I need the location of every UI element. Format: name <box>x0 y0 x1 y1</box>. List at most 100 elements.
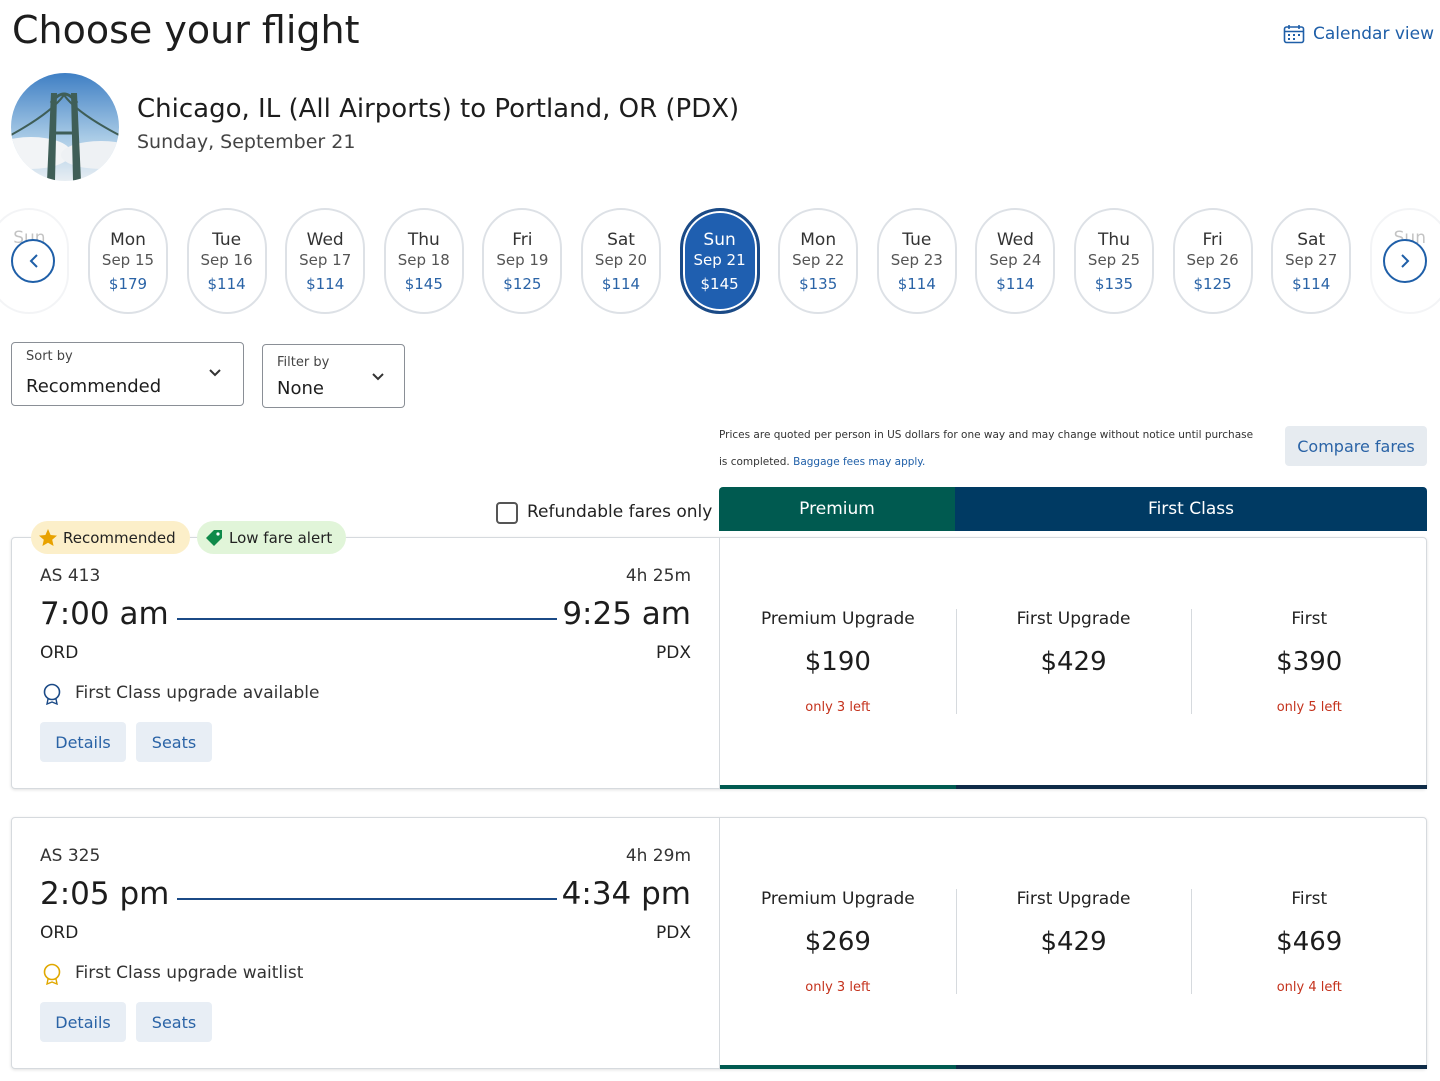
date-pill[interactable]: Fri Sep 19 $125 <box>482 208 563 314</box>
date-pill[interactable]: Tue Sep 16 $114 <box>186 208 267 314</box>
date-price: $114 <box>897 274 936 293</box>
arrow-icon <box>1401 254 1410 268</box>
date-pill[interactable]: Mon Sep 15 $179 <box>88 208 168 314</box>
fare-note: only 5 left <box>1276 700 1342 715</box>
date-day: Sat <box>1297 229 1326 250</box>
arrow-icon <box>29 254 38 268</box>
fare-price: $469 <box>1276 927 1343 957</box>
fare-name: First Upgrade <box>1016 609 1131 629</box>
badge-text: Recommended <box>63 528 176 547</box>
flight-number: AS 325 <box>40 846 101 866</box>
flight-button[interactable]: Seats <box>136 722 212 762</box>
date-date: Sep 21 <box>693 250 746 269</box>
date-pill[interactable]: Fri Sep 26 $125 <box>1172 208 1253 314</box>
route-line <box>177 618 557 620</box>
upgrade-icon <box>43 963 61 986</box>
date-price: $114 <box>601 274 641 293</box>
refundable-checkbox[interactable] <box>496 502 518 524</box>
date-pill[interactable]: Sat Sep 27 $114 <box>1271 208 1352 314</box>
destination-photo <box>11 73 119 181</box>
date-pill[interactable]: Thu Sep 25 $135 <box>1074 208 1154 314</box>
arrive-time: 4:34 pm <box>561 876 691 912</box>
route-line <box>177 898 557 900</box>
date-day: Fri <box>1202 229 1223 250</box>
fare-name: First Upgrade <box>1016 889 1131 909</box>
filter-label: Filter by <box>277 355 330 370</box>
calendar-icon <box>1283 25 1305 44</box>
date-price: $114 <box>306 274 345 293</box>
date-pill[interactable]: Wed Sep 17 $114 <box>285 208 366 314</box>
calendar-view-link[interactable]: Calendar view <box>1283 24 1434 44</box>
date-date: Sep 22 <box>792 250 845 269</box>
tab-first-class[interactable]: First Class <box>955 487 1427 531</box>
fare-divider <box>1191 889 1193 994</box>
date-pill[interactable]: Mon Sep 22 $135 <box>778 208 859 314</box>
date-price: $135 <box>799 274 838 293</box>
tag-icon <box>206 530 222 546</box>
date-pill[interactable]: Tue Sep 23 $114 <box>876 208 957 314</box>
badge-icon <box>37 527 59 549</box>
fare-price: $429 <box>1040 647 1107 677</box>
date-day: Tue <box>902 229 932 250</box>
date-day: Thu <box>407 229 440 250</box>
page-title: Choose your flight <box>12 8 360 52</box>
upgrade-icon-svg <box>43 683 61 706</box>
chevron <box>372 373 384 381</box>
origin: ORD <box>40 643 79 663</box>
fare-price: $390 <box>1276 647 1343 677</box>
date-date: Sep 16 <box>200 250 253 269</box>
filter-select[interactable]: Filter by None <box>262 344 405 408</box>
compare-fares-button[interactable]: Compare fares <box>1285 426 1427 466</box>
fare-bar-first <box>956 785 1427 789</box>
flight-button[interactable]: Details <box>40 722 126 762</box>
badge-text: Low fare alert <box>229 528 333 547</box>
date-day: Wed <box>306 229 344 250</box>
date-price: $125 <box>503 274 542 293</box>
origin: ORD <box>40 923 79 943</box>
baggage-link[interactable]: Baggage fees may apply. <box>793 456 926 468</box>
date-strip: Sun Sun Mon Sep 15 $179 Tue Sep 16 $114 Wed Sep 1… <box>0 200 1440 322</box>
sort-select[interactable]: Sort by Recommended <box>11 342 244 406</box>
tab-premium[interactable]: Premium <box>719 487 955 531</box>
flight-button[interactable]: Details <box>40 1002 126 1042</box>
fare-option[interactable]: First Upgrade $429 <box>957 598 1191 728</box>
star-icon <box>39 529 57 546</box>
badge-icon <box>203 527 225 549</box>
arrive-time: 9:25 am <box>562 596 691 632</box>
date-day: Thu <box>1098 229 1130 250</box>
price-notice: Prices are quoted per person in US dolla… <box>719 422 1259 476</box>
destination: PDX <box>656 643 691 663</box>
fare-bar-premium <box>720 1065 956 1069</box>
date-arrow-button[interactable] <box>11 239 55 283</box>
fare-price: $269 <box>804 927 871 957</box>
fare-note: only 3 left <box>805 700 871 715</box>
fare-option[interactable]: First Upgrade $429 <box>957 878 1191 1008</box>
fare-bar-premium <box>720 785 956 789</box>
date-date: Sep 25 <box>1087 250 1141 269</box>
fare-option[interactable]: First $469 only 4 left <box>1192 878 1426 1008</box>
flight-button[interactable]: Seats <box>136 1002 212 1042</box>
date-date: Sep 17 <box>299 250 352 269</box>
fare-option[interactable]: Premium Upgrade $269 only 3 left <box>721 878 955 1008</box>
date-price: $114 <box>996 274 1035 293</box>
fare-note: only 4 left <box>1276 980 1342 995</box>
date-pill[interactable]: Sat Sep 20 $114 <box>581 208 661 314</box>
date-price: $145 <box>404 274 443 293</box>
date-day: Sun <box>703 229 736 250</box>
flight-duration: 4h 25m <box>625 566 691 586</box>
refundable-label: Refundable fares only <box>527 502 713 522</box>
date-pill[interactable]: Wed Sep 24 $114 <box>975 208 1056 314</box>
date-arrow-button[interactable] <box>1383 239 1427 283</box>
fare-option[interactable]: Premium Upgrade $190 only 3 left <box>721 598 955 728</box>
fare-price: $429 <box>1040 927 1107 957</box>
date-date: Sep 19 <box>496 250 549 269</box>
date-pill[interactable]: Sun Sep 21 $145 <box>679 208 760 314</box>
fare-bar-first <box>956 1065 1427 1069</box>
fare-option[interactable]: First $390 only 5 left <box>1192 598 1426 728</box>
badge: Low fare alert <box>197 521 347 554</box>
fare-name: First <box>1291 889 1328 909</box>
date-pill[interactable]: Thu Sep 18 $145 <box>383 208 464 314</box>
upgrade-text: First Class upgrade available <box>75 683 320 703</box>
fare-name: Premium Upgrade <box>760 609 915 629</box>
